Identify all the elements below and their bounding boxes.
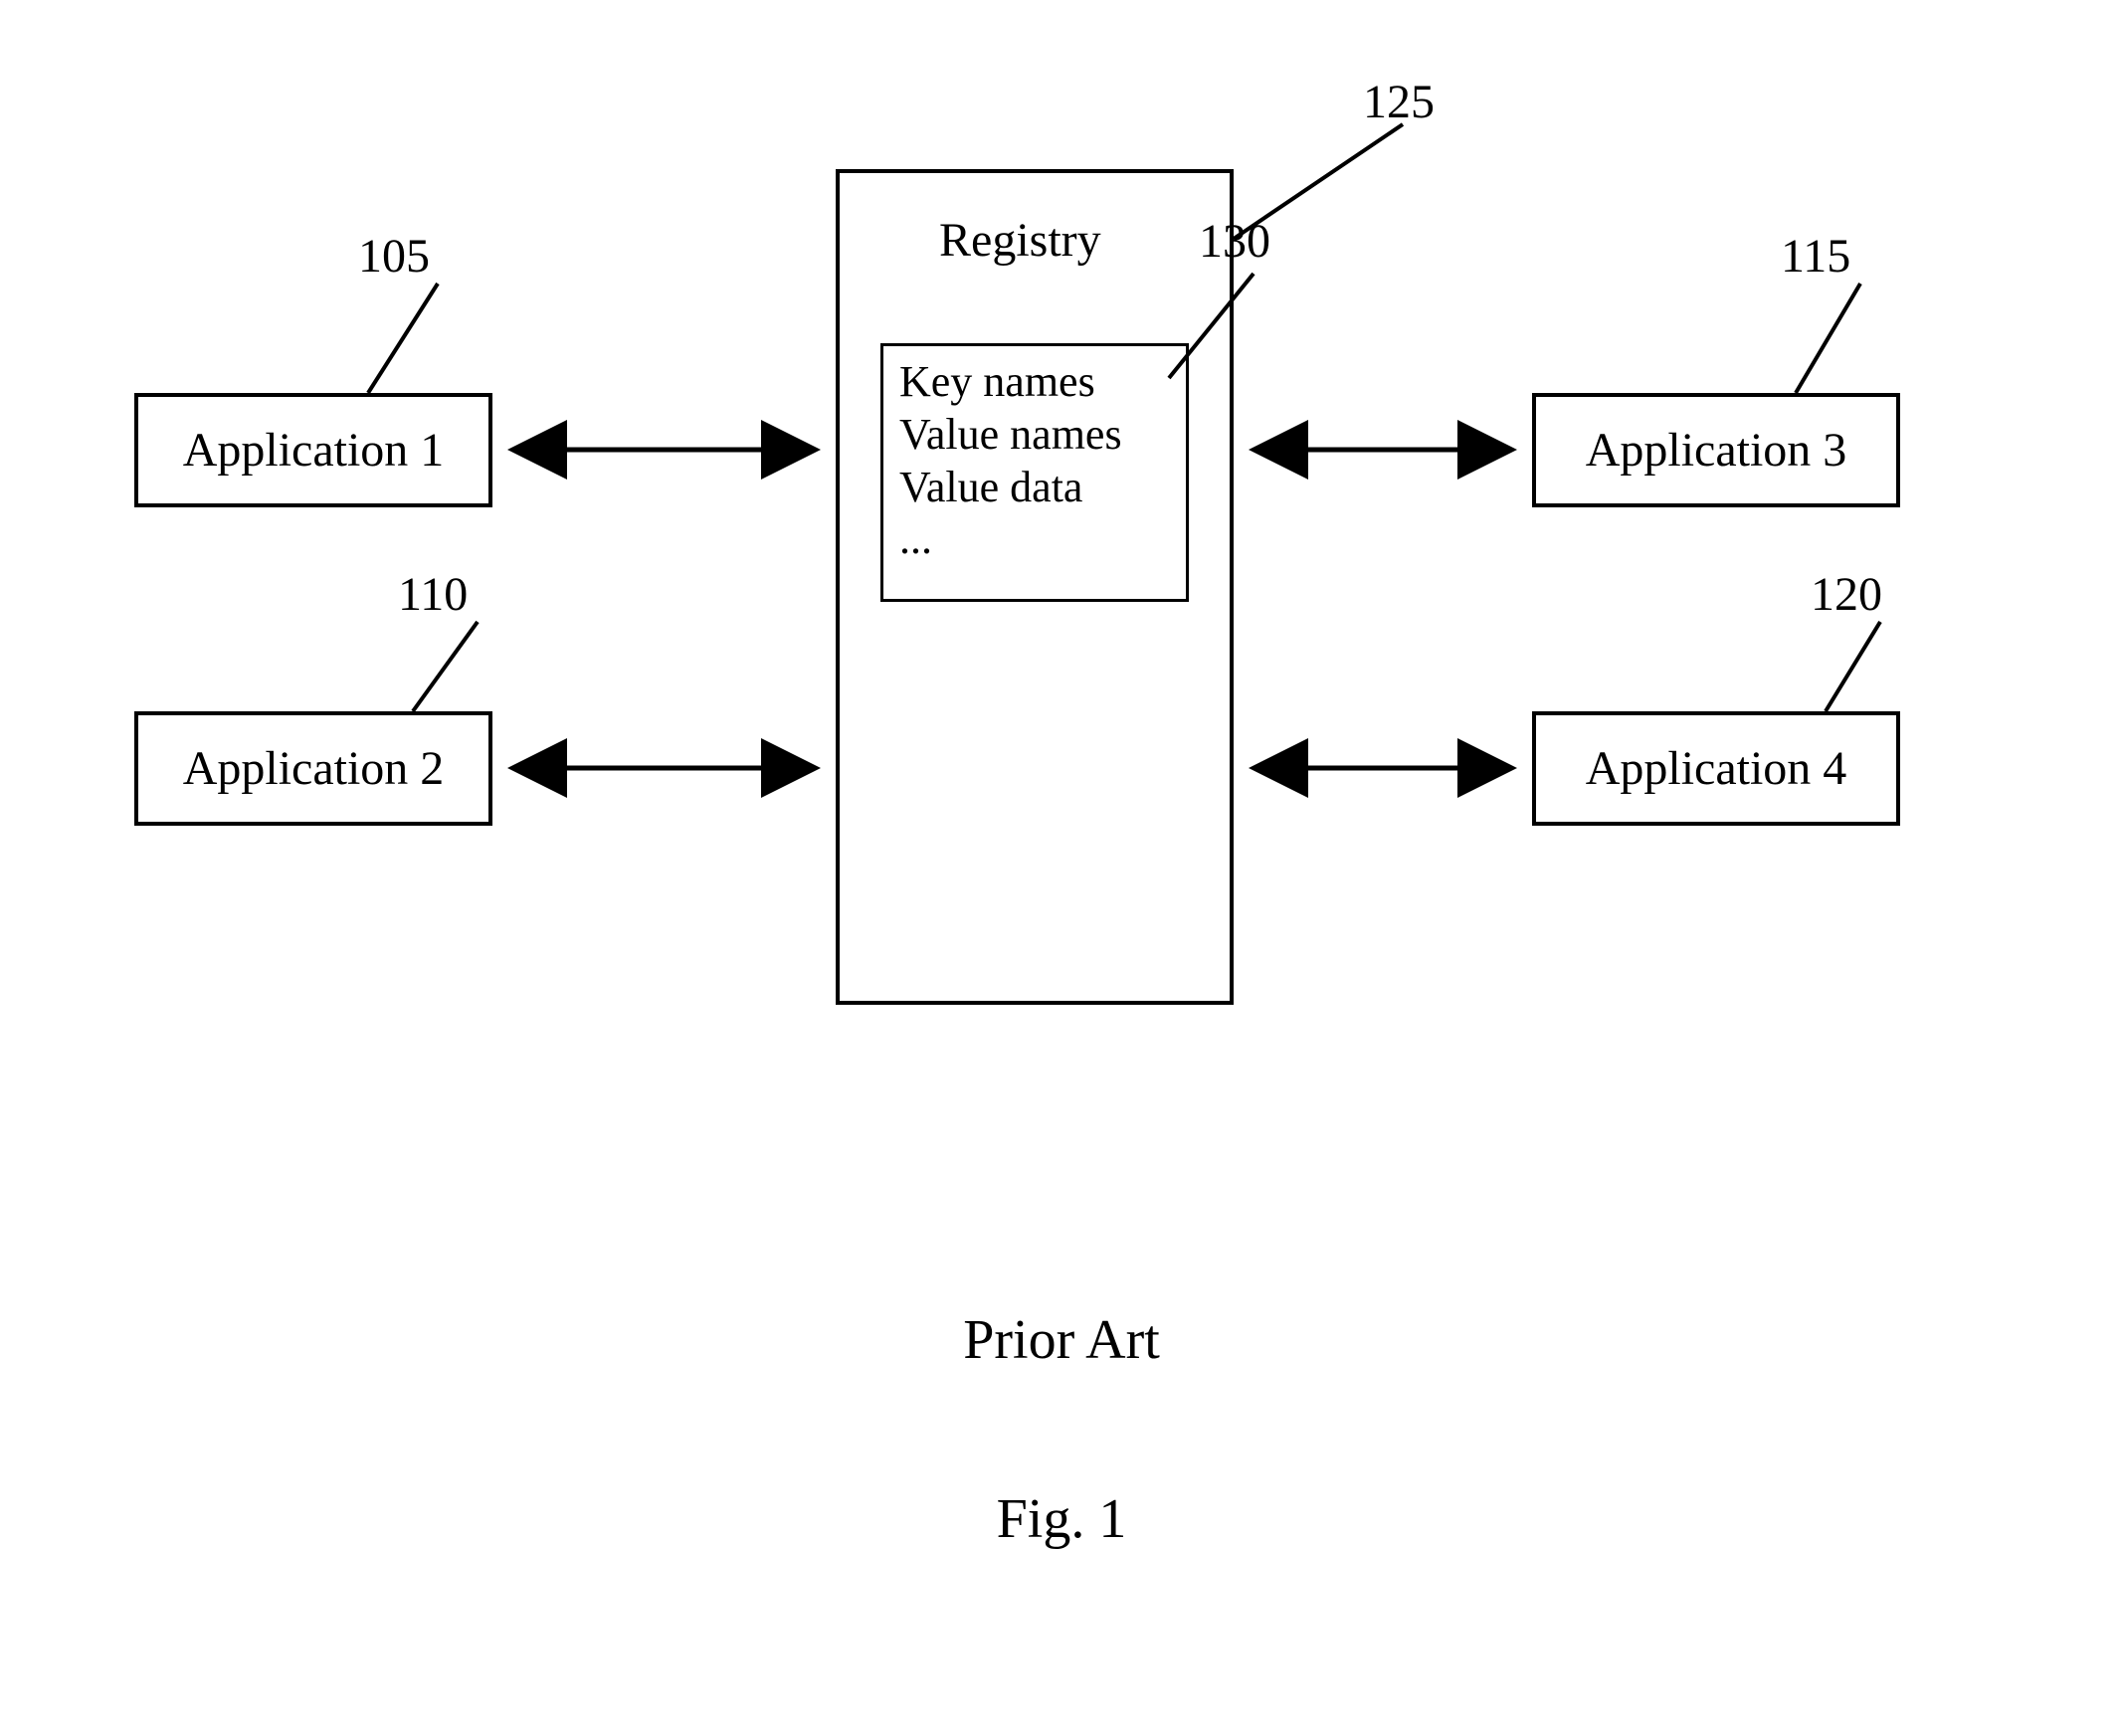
- app1-box: Application 1: [134, 393, 492, 507]
- app1-label: Application 1: [183, 423, 445, 478]
- app3-ref: 115: [1781, 229, 1850, 284]
- caption-fig: Fig. 1: [0, 1487, 2123, 1551]
- app3-box: Application 3: [1532, 393, 1900, 507]
- app4-box: Application 4: [1532, 711, 1900, 826]
- app2-box: Application 2: [134, 711, 492, 826]
- registry-inner-box: Key names Value names Value data ...: [880, 343, 1189, 602]
- registry-inner-line1: Value names: [899, 409, 1170, 462]
- app4-ref: 120: [1811, 567, 1882, 622]
- app2-label: Application 2: [183, 741, 445, 796]
- registry-inner-line3: ...: [899, 513, 1170, 566]
- registry-title: Registry: [939, 213, 1101, 268]
- app1-ref: 105: [358, 229, 430, 284]
- app2-ref: 110: [398, 567, 468, 622]
- caption-prior-art: Prior Art: [0, 1308, 2123, 1372]
- app4-label: Application 4: [1586, 741, 1847, 796]
- registry-inner-ref: 130: [1199, 214, 1270, 269]
- registry-inner-line0: Key names: [899, 356, 1170, 409]
- app3-label: Application 3: [1586, 423, 1847, 478]
- registry-ref: 125: [1363, 75, 1435, 129]
- registry-inner-line2: Value data: [899, 462, 1170, 514]
